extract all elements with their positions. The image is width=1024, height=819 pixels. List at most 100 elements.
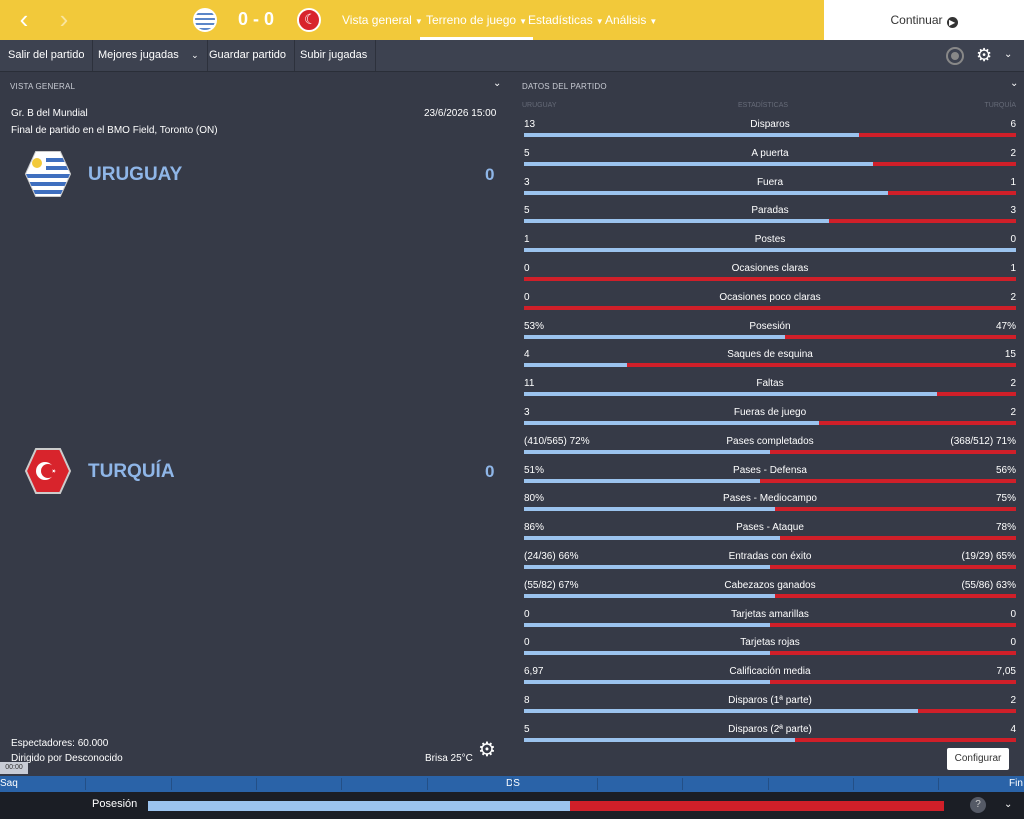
exit-match-button[interactable]: Salir del partido — [0, 40, 94, 71]
turkey-crest-icon — [24, 448, 72, 494]
section-title: DATOS DEL PARTIDO — [522, 82, 607, 91]
stat-away-value: 0 — [1010, 608, 1016, 620]
stat-bar — [524, 392, 1016, 397]
stat-row: 0 Tarjetas amarillas 0 — [524, 604, 1016, 633]
record-icon[interactable] — [946, 47, 964, 65]
stat-home-value: 4 — [524, 349, 530, 361]
stat-bar — [524, 536, 1016, 541]
timeline-tick — [170, 778, 172, 790]
col-header-away: TURQUÍA — [984, 102, 1017, 109]
highlights-label: Mejores jugadas — [98, 49, 179, 61]
timeline-tick — [938, 778, 940, 790]
stat-away-value: (19/29) 65% — [961, 551, 1016, 562]
stat-bar — [524, 161, 1016, 166]
chevron-down-icon: ▼ — [414, 17, 423, 26]
stat-away-value: 75% — [995, 493, 1016, 505]
stat-away-value: 2 — [1010, 695, 1016, 706]
stat-away-value: 2 — [1010, 378, 1016, 390]
stat-row: 53% Posesión 47% — [524, 316, 1016, 345]
stat-away-value: 6 — [1010, 119, 1016, 130]
stat-bar — [524, 565, 1016, 569]
stat-bar-home — [524, 680, 770, 685]
time-badge: 00:00 — [0, 762, 28, 774]
possession-bar-home — [148, 801, 570, 811]
stat-bar-home — [524, 709, 918, 713]
stat-bar-home — [524, 449, 770, 454]
stat-home-value: 53% — [524, 320, 545, 332]
stat-bar-home — [524, 478, 761, 483]
stat-home-value: 3 — [524, 407, 530, 418]
upload-highlights-button[interactable]: Subir jugadas — [292, 40, 377, 71]
stat-home-value: 5 — [524, 147, 530, 159]
stat-bar — [524, 305, 1016, 310]
stat-away-value: (368/512) 71% — [950, 435, 1016, 447]
gear-icon[interactable]: ⚙ — [976, 45, 993, 65]
forward-arrow-icon[interactable]: › — [59, 4, 69, 34]
competition-label: Gr. B del Mundial — [11, 108, 88, 119]
chevron-down-icon[interactable]: ⌄ — [493, 78, 502, 89]
stat-row: (24/36) 66% Entradas con éxito (19/29) 65% — [524, 546, 1016, 575]
match-datetime: 23/6/2026 15:00 — [424, 108, 497, 119]
attendance-label: Espectadores: 60.000 — [11, 738, 109, 749]
save-match-button[interactable]: Guardar partido — [201, 40, 296, 71]
menu-vista-general[interactable]: Vista general ▼ — [342, 0, 423, 40]
stat-home-value: 86% — [524, 522, 545, 534]
menu-terreno-de-juego[interactable]: Terreno de juego ▼ — [420, 0, 533, 40]
possession-label: Posesión — [92, 798, 138, 810]
timeline-tick — [426, 778, 428, 790]
section-title: VISTA GENERAL — [10, 82, 76, 91]
chevron-down-icon: ▼ — [519, 17, 527, 26]
stat-row: 3 Fuera 1 — [524, 172, 1016, 201]
stat-label: A puerta — [751, 147, 789, 159]
stat-row: 13 Disparos 6 — [524, 114, 1016, 143]
weather-icon: ⚙ — [478, 739, 496, 761]
chevron-down-icon[interactable]: ⌄ — [1004, 49, 1013, 60]
menu-analisis[interactable]: Análisis ▼ — [605, 0, 657, 40]
stat-bar-home — [524, 622, 770, 627]
stat-label: Pases - Defensa — [733, 464, 807, 476]
stat-home-value: 13 — [524, 119, 536, 130]
menu-label: Análisis — [605, 13, 647, 27]
timeline-start-label: Saq — [0, 778, 18, 789]
highlights-button[interactable]: Mejores jugadas ⌄ — [90, 40, 208, 71]
stat-home-value: 5 — [524, 205, 530, 217]
stat-home-value: 51% — [524, 464, 545, 476]
arrow-right-icon: ▶ — [946, 17, 958, 28]
back-arrow-icon[interactable]: ‹ — [19, 4, 29, 34]
stat-row: 80% Pases - Mediocampo 75% — [524, 488, 1016, 517]
menu-estadisticas[interactable]: Estadísticas ▼ — [528, 0, 604, 40]
stat-home-value: 0 — [524, 637, 530, 649]
home-team-name[interactable]: URUGUAY — [88, 164, 183, 185]
chevron-down-icon[interactable]: ⌄ — [1004, 799, 1013, 810]
stat-bar — [524, 248, 1016, 253]
stat-away-value: 4 — [1010, 723, 1016, 735]
stat-label: Fueras de juego — [733, 407, 807, 418]
help-icon[interactable]: ? — [970, 797, 986, 813]
menu-label: Terreno de juego — [426, 13, 517, 27]
stat-home-value: 80% — [524, 493, 545, 505]
stat-label: Ocasiones poco claras — [719, 291, 821, 303]
stat-row: 4 Saques de esquina 15 — [524, 344, 1016, 373]
stat-bar — [524, 680, 1016, 685]
stat-home-value: 0 — [524, 263, 530, 274]
configure-button[interactable]: Configurar — [947, 748, 1009, 770]
uruguay-flag-icon — [193, 8, 217, 32]
stat-label: Pases completados — [726, 435, 814, 447]
stat-bar — [524, 478, 1016, 483]
match-data-panel: DATOS DEL PARTIDO ⌄ URUGUAY ESTADÍSTICAS… — [516, 72, 1024, 776]
continue-label: Continuar — [890, 13, 943, 27]
stat-row: 3 Fueras de juego 2 — [524, 402, 1016, 431]
timeline-tick — [682, 778, 684, 790]
stat-bar — [524, 622, 1016, 627]
chevron-down-icon[interactable]: ⌄ — [1010, 78, 1019, 89]
stat-away-value: 3 — [1010, 205, 1016, 217]
away-team-name[interactable]: TURQUÍA — [88, 461, 175, 482]
continue-button[interactable]: Continuar ▶ — [824, 0, 1024, 40]
stat-away-value: 2 — [1010, 291, 1016, 303]
bottom-bar: Posesión ? ⌄ — [0, 792, 1024, 819]
timeline-tick — [255, 778, 257, 790]
referee-label: Dirigido por Desconocido — [11, 753, 123, 764]
stat-row: (55/82) 67% Cabezazos ganados (55/86) 63% — [524, 575, 1016, 604]
stat-bar — [524, 133, 1016, 137]
match-timeline[interactable]: Saq DS Fin — [0, 776, 1024, 792]
